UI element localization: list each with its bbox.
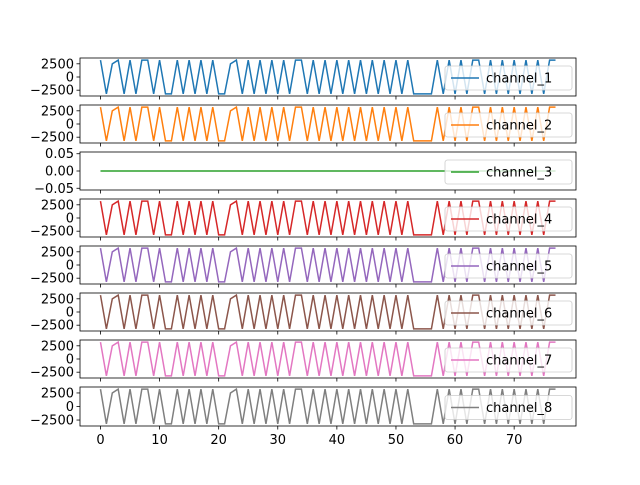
y-tick-label: 2500 (41, 57, 74, 72)
x-tick-label: 10 (151, 433, 168, 448)
y-tick-label: −0.05 (34, 182, 74, 197)
x-tick-label: 30 (269, 433, 286, 448)
legend-label: channel_7 (486, 354, 552, 369)
legend-channel_6: channel_6 (444, 300, 573, 326)
legend-channel_3: channel_3 (444, 159, 573, 185)
y-tick-label: 2500 (41, 386, 74, 401)
legend-channel_7: channel_7 (444, 347, 573, 373)
legend-channel_4: channel_4 (444, 206, 573, 232)
y-tick-label: 2500 (41, 339, 74, 354)
legend-label: channel_4 (486, 213, 552, 228)
y-tick-label: 2500 (41, 292, 74, 307)
y-tick-label: 0 (66, 118, 74, 133)
legend-label: channel_2 (486, 119, 552, 134)
legend-box (444, 159, 573, 185)
y-tick-label: −2500 (30, 84, 74, 99)
y-tick-label: 0 (66, 400, 74, 415)
y-tick-label: 0.00 (45, 165, 74, 180)
y-tick-label: 0 (66, 259, 74, 274)
legend-box (444, 253, 573, 279)
x-tick-label: 50 (388, 433, 405, 448)
y-tick-label: 0 (66, 306, 74, 321)
y-tick-label: −2500 (30, 319, 74, 334)
legend-label: channel_3 (486, 166, 552, 181)
legend-box (444, 206, 573, 232)
y-tick-label: 2500 (41, 104, 74, 119)
y-tick-label: −2500 (30, 272, 74, 287)
legend-channel_5: channel_5 (444, 253, 573, 279)
y-tick-label: 0 (66, 353, 74, 368)
y-tick-label: 0.05 (45, 147, 74, 162)
x-tick-label: 20 (210, 433, 227, 448)
y-tick-label: 0 (66, 71, 74, 86)
y-tick-label: 2500 (41, 198, 74, 213)
y-tick-label: −2500 (30, 131, 74, 146)
series-line-channel_8 (99, 387, 556, 425)
legend-label: channel_8 (486, 401, 552, 416)
legend-channel_2: channel_2 (444, 112, 573, 138)
panel-channel_3: 0.05 0.00 −0.05 channel_3 (34, 147, 577, 197)
legend-label: channel_5 (486, 260, 552, 275)
legend-channel_1: channel_1 (444, 65, 573, 91)
legend-box (444, 65, 573, 91)
x-tick-label: 70 (506, 433, 523, 448)
legend-box (444, 347, 573, 373)
x-tick-label: 0 (96, 433, 104, 448)
y-tick-label: −2500 (30, 366, 74, 381)
legend-box (444, 300, 573, 326)
legend-label: channel_1 (486, 72, 552, 87)
legend-box (444, 112, 573, 138)
x-tick-label: 60 (447, 433, 464, 448)
legend-label: channel_6 (486, 307, 552, 322)
legend-channel_8: channel_8 (444, 395, 573, 420)
y-tick-label: 0 (66, 212, 74, 227)
y-tick-label: −2500 (30, 414, 74, 429)
y-tick-label: −2500 (30, 225, 74, 240)
y-tick-label: 2500 (41, 245, 74, 260)
legend-box (444, 395, 573, 420)
x-tick-label: 40 (329, 433, 346, 448)
